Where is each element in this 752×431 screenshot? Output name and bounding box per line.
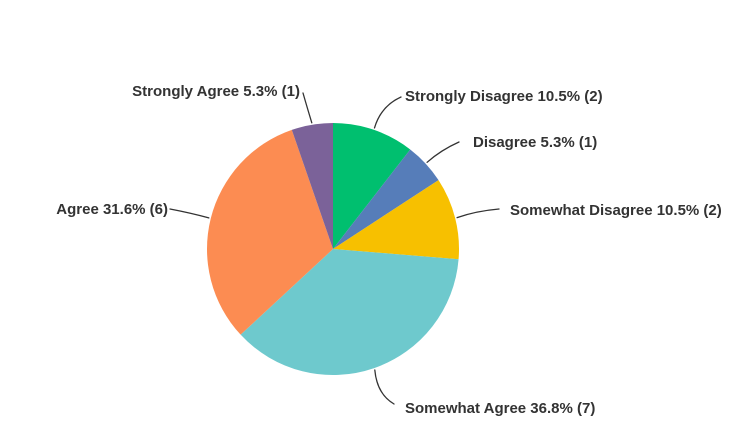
leader-line-somewhat-disagree (456, 208, 500, 219)
slice-label-strongly-agree: Strongly Agree 5.3% (1) (132, 83, 300, 100)
slice-label-agree: Agree 31.6% (6) (56, 201, 168, 218)
leader-line-strongly-agree (302, 92, 313, 124)
pie-slice-strongly-agree[interactable] (291, 123, 333, 249)
leader-line-somewhat-agree (374, 369, 395, 405)
leader-line-agree (169, 208, 210, 219)
slice-label-somewhat-agree: Somewhat Agree 36.8% (7) (405, 400, 596, 417)
slice-label-disagree: Disagree 5.3% (1) (473, 134, 598, 151)
slice-label-somewhat-disagree: Somewhat Disagree 10.5% (2) (510, 202, 722, 219)
pie-slice-strongly-disagree[interactable] (333, 123, 411, 249)
slice-label-strongly-disagree: Strongly Disagree 10.5% (2) (405, 88, 603, 105)
pie-slice-agree[interactable] (207, 129, 333, 335)
leader-line-strongly-disagree (373, 96, 402, 129)
pie-slice-somewhat-agree[interactable] (240, 249, 459, 375)
pie-slice-disagree[interactable] (333, 149, 439, 249)
leader-line-disagree (426, 141, 460, 163)
pie-slice-somewhat-disagree[interactable] (333, 180, 460, 260)
